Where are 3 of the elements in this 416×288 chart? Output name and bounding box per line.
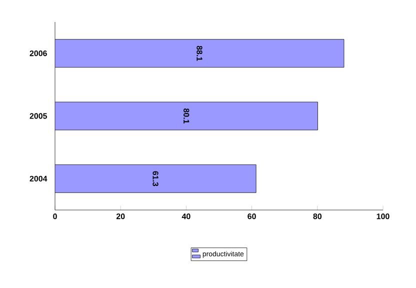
- bar: [55, 164, 256, 193]
- bar: [55, 102, 318, 130]
- bar: [55, 39, 344, 68]
